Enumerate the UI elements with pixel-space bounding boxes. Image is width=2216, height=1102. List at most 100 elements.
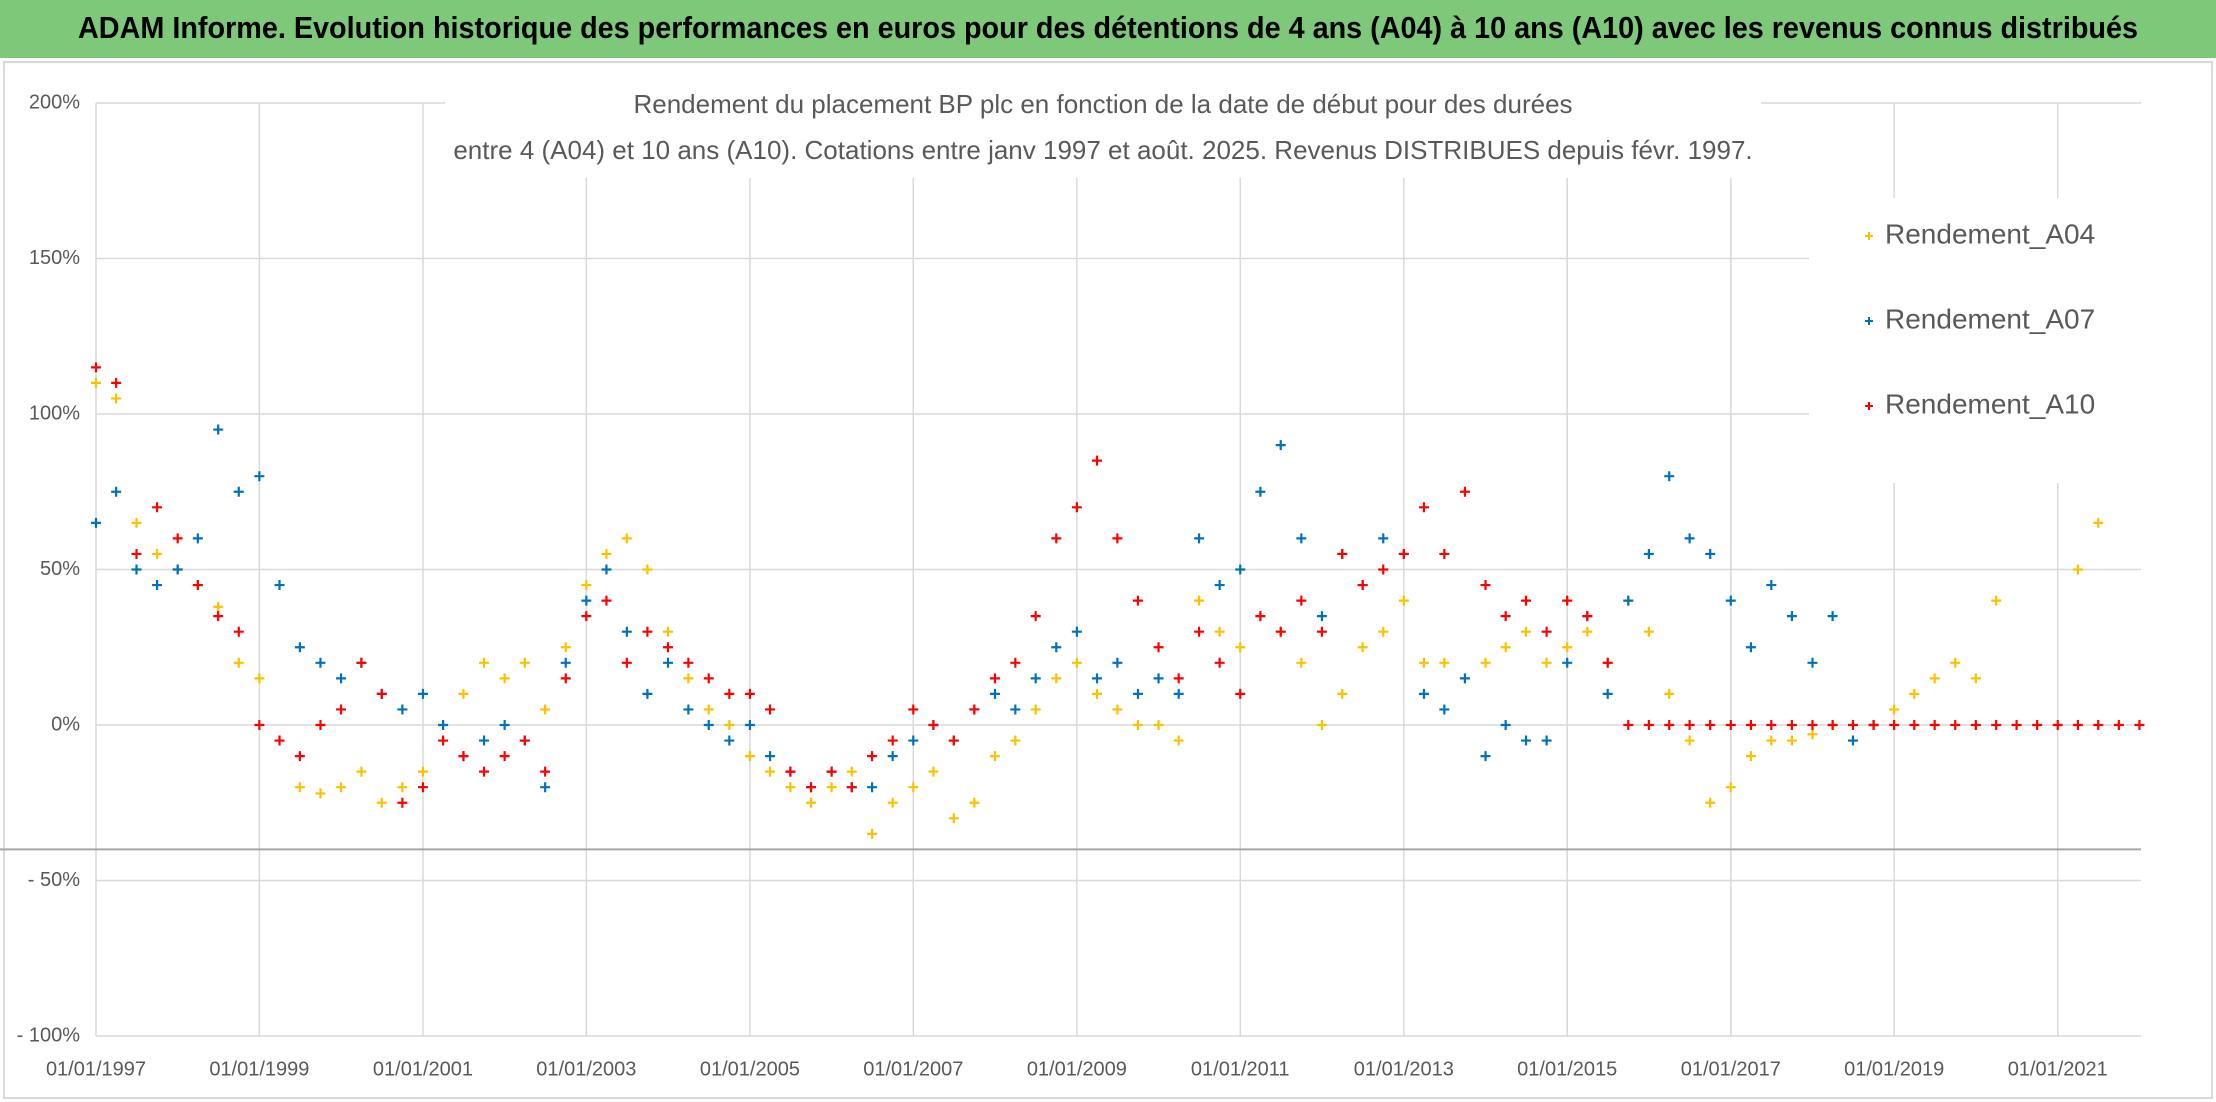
- point: [233, 657, 244, 668]
- point: [1562, 657, 1573, 668]
- point: [1071, 502, 1082, 513]
- point: [1827, 720, 1838, 730]
- point: [1480, 580, 1491, 591]
- point: [1562, 642, 1573, 653]
- point: [1684, 533, 1695, 544]
- point: [1296, 533, 1307, 544]
- point: [499, 673, 510, 684]
- point: [1010, 657, 1021, 668]
- chart-frame: [3, 61, 2213, 1099]
- point: [1112, 657, 1123, 668]
- point: [908, 782, 919, 793]
- point: [581, 611, 592, 622]
- point: [1092, 455, 1103, 466]
- point: [1889, 720, 1900, 730]
- point: [560, 642, 571, 653]
- point: [458, 688, 469, 699]
- point: [703, 720, 714, 730]
- point: [1255, 611, 1266, 622]
- point: [417, 688, 428, 699]
- point: [111, 486, 122, 497]
- point: [1664, 471, 1675, 482]
- point: [1071, 657, 1082, 668]
- point: [560, 673, 571, 684]
- point: [540, 782, 551, 793]
- point: [1521, 735, 1532, 746]
- point: [621, 657, 632, 668]
- point: [519, 657, 530, 668]
- x-tick-label: 01/01/2021: [2008, 1058, 2108, 1080]
- point: [1807, 720, 1818, 730]
- point: [1623, 595, 1634, 606]
- point: [540, 766, 551, 777]
- x-tick-label: 01/01/2017: [1681, 1058, 1781, 1080]
- point: [1398, 595, 1409, 606]
- point: [1991, 720, 2002, 730]
- point: [1705, 797, 1716, 808]
- point: [1337, 548, 1348, 559]
- point: [1051, 642, 1062, 653]
- point: [1786, 735, 1797, 746]
- point: [254, 471, 265, 482]
- point: [724, 735, 735, 746]
- point: [1889, 704, 1900, 715]
- point: [2011, 720, 2022, 730]
- legend: Rendement_A04 Rendement_A07 Rendement_A10: [1809, 198, 2141, 483]
- point: [233, 626, 244, 637]
- x-tick-label: 01/01/2009: [1027, 1058, 1127, 1080]
- x-tick-label: 01/01/2019: [1844, 1058, 1944, 1080]
- point: [294, 751, 305, 762]
- legend-box: [1809, 198, 2141, 483]
- point: [826, 782, 837, 793]
- x-tick-label: 01/01/2015: [1517, 1058, 1617, 1080]
- point: [397, 704, 408, 715]
- point: [356, 766, 367, 777]
- point: [1153, 642, 1164, 653]
- legend-label: Rendement_A10: [1885, 388, 2095, 419]
- point: [192, 533, 203, 544]
- point: [724, 688, 735, 699]
- point: [1173, 688, 1184, 699]
- point: [1296, 595, 1307, 606]
- x-tick-label: 01/01/2011: [1191, 1058, 1290, 1080]
- point: [1500, 642, 1511, 653]
- point: [642, 564, 653, 575]
- point: [2032, 720, 2043, 730]
- point: [1480, 657, 1491, 668]
- chart-subtitle: entre 4 (A04) et 10 ans (A10). Cotations…: [453, 135, 1752, 165]
- point: [744, 751, 755, 762]
- point: [601, 548, 612, 559]
- point: [560, 657, 571, 668]
- point: [1194, 626, 1205, 637]
- y-tick-label: 0%: [51, 713, 80, 735]
- point: [1480, 751, 1491, 762]
- point: [315, 720, 326, 730]
- point: [254, 720, 265, 730]
- point: [1132, 720, 1143, 730]
- point: [1500, 611, 1511, 622]
- point: [1418, 657, 1429, 668]
- point: [438, 735, 449, 746]
- point: [1623, 720, 1634, 730]
- point: [479, 766, 490, 777]
- point: [1357, 580, 1368, 591]
- point: [1051, 533, 1062, 544]
- point: [1582, 626, 1593, 637]
- point: [294, 782, 305, 793]
- point: [1092, 673, 1103, 684]
- point: [928, 720, 939, 730]
- point: [1214, 580, 1225, 591]
- legend-marker: [1865, 232, 1873, 240]
- point: [1030, 704, 1041, 715]
- point: [172, 533, 183, 544]
- y-tick-label: 150%: [29, 247, 80, 269]
- point: [1153, 720, 1164, 730]
- point: [1562, 595, 1573, 606]
- point: [744, 720, 755, 730]
- point: [826, 766, 837, 777]
- point: [1950, 720, 1961, 730]
- point: [642, 626, 653, 637]
- point: [969, 704, 980, 715]
- point: [336, 704, 347, 715]
